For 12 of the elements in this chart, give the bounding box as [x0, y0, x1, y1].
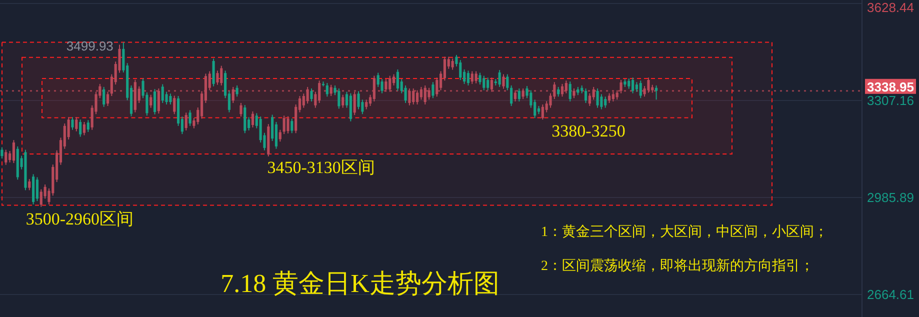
- annotation: 2：区间震荡收缩，即将出现新的方向指引；: [541, 258, 814, 274]
- annotation: 3499.93: [66, 38, 114, 54]
- y-tick-label: 2664.61: [867, 286, 914, 302]
- text: 7.18 黄金日K走势分析图: [220, 269, 500, 298]
- band-label: 3450-3130区间: [267, 158, 375, 177]
- y-tick-label: 3628.44: [867, 0, 914, 15]
- annotation: 1：黄金三个区间，大区间，中区间，小区间；: [541, 224, 828, 240]
- band-label: 3380-3250: [552, 122, 626, 141]
- band-label: 3500-2960区间: [26, 209, 134, 228]
- y-tick-label: 2985.89: [867, 190, 914, 205]
- y-tick-label: 3307.16: [867, 92, 914, 108]
- ref-line-label: 3338.95: [867, 79, 914, 94]
